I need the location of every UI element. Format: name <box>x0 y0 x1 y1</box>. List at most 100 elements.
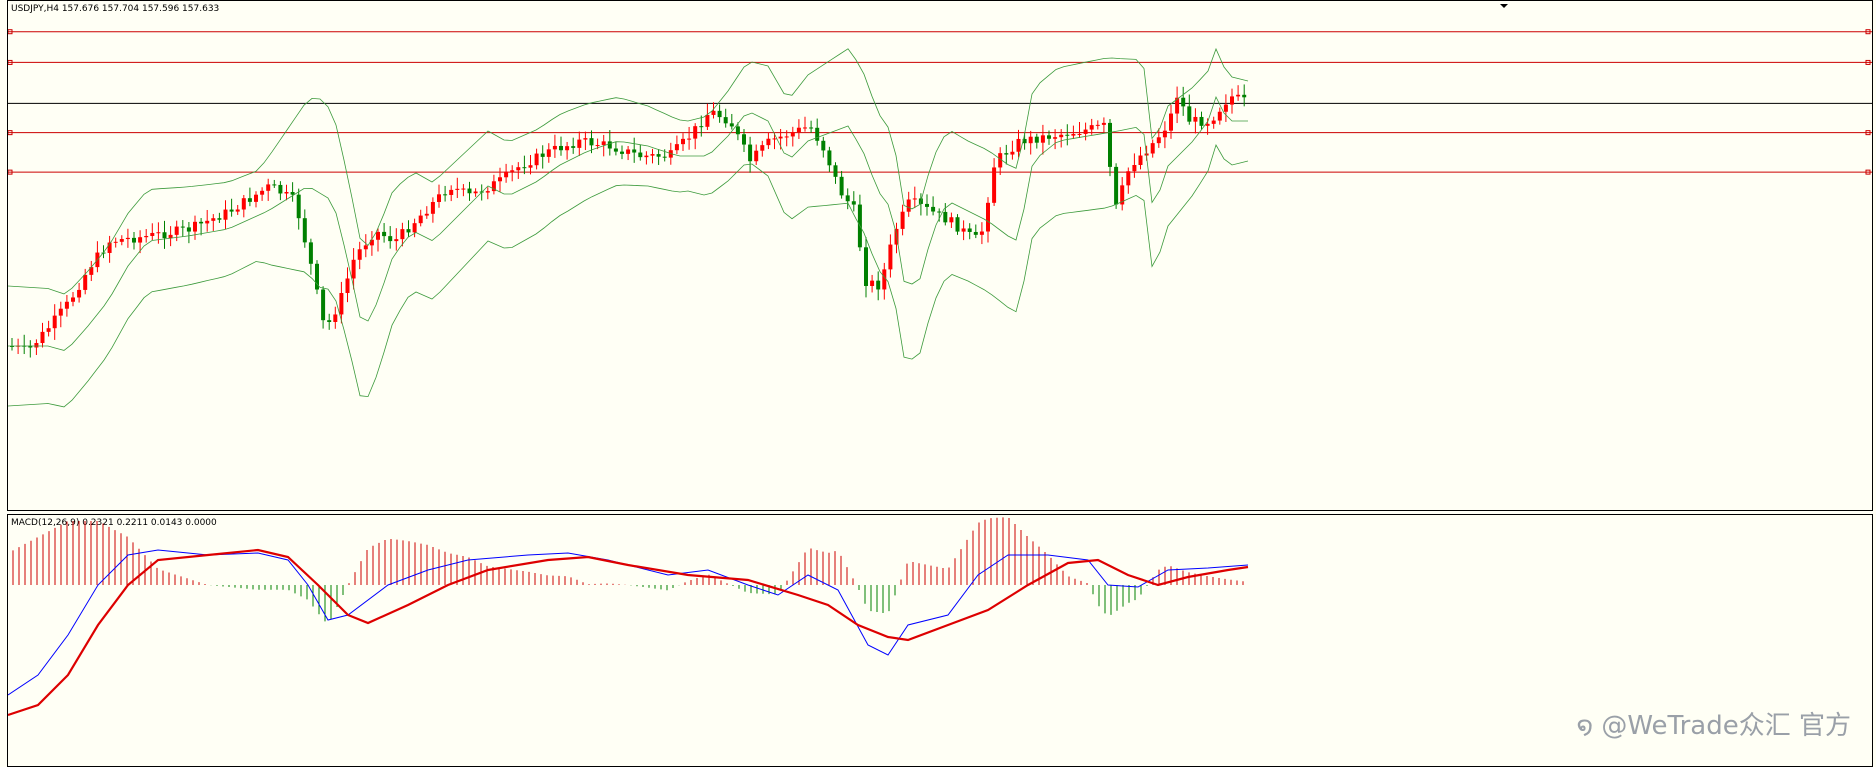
candle-body <box>1199 116 1204 126</box>
candle-body <box>729 123 734 127</box>
candle-body <box>864 247 868 286</box>
candle-body <box>1120 185 1125 205</box>
candle-body <box>815 127 820 141</box>
candle-body <box>58 308 63 316</box>
macd-panel[interactable]: MACD(12,26,9) 0.2321 0.2211 0.0143 0.000… <box>7 514 1873 767</box>
candle-body <box>46 328 51 332</box>
candle-body <box>833 165 838 177</box>
candle-body <box>302 218 307 243</box>
candle-body <box>467 188 472 194</box>
candle-body <box>589 138 594 146</box>
candle-body <box>1040 135 1045 143</box>
candle-body <box>626 149 631 154</box>
candle-body <box>760 145 765 151</box>
candle-body <box>278 184 283 194</box>
candle-body <box>77 289 82 298</box>
candle-body <box>144 235 149 238</box>
candle-body <box>565 146 570 151</box>
candle-body <box>778 136 783 139</box>
candle-body <box>705 114 710 127</box>
candle-body <box>620 151 624 154</box>
candle-body <box>430 201 435 214</box>
candle-body <box>821 140 826 151</box>
candle-body <box>827 150 832 166</box>
candle-body <box>656 154 661 157</box>
candle-body <box>449 189 454 195</box>
candle-body <box>803 127 807 129</box>
candle-body <box>839 176 844 196</box>
candle-body <box>113 241 118 243</box>
candle-body <box>333 314 338 322</box>
candle-body <box>949 217 954 223</box>
candle-body <box>1187 106 1192 122</box>
candle-body <box>1205 123 1210 126</box>
candle-body <box>613 148 618 152</box>
candle-body <box>998 153 1003 168</box>
candle-body <box>1059 134 1064 138</box>
candle-body <box>418 215 423 224</box>
candle-body <box>1016 138 1021 152</box>
candle-body <box>510 170 515 172</box>
candle-body <box>89 267 94 275</box>
candle-body <box>40 331 45 344</box>
candle-body <box>943 211 948 223</box>
candle-body <box>266 184 271 191</box>
chart-shift-marker <box>1500 4 1508 8</box>
candle-body <box>52 315 57 329</box>
macd-chart[interactable] <box>8 515 1872 766</box>
candle-body <box>119 239 124 242</box>
candle-body <box>662 156 667 158</box>
candle-body <box>809 127 814 129</box>
candle-body <box>491 181 496 192</box>
candle-body <box>870 280 875 286</box>
candle-body <box>992 167 997 203</box>
price-chart-panel[interactable]: USDJPY,H4 157.676 157.704 157.596 157.63… <box>7 0 1873 511</box>
candle-body <box>546 149 551 157</box>
candle-body <box>339 293 344 315</box>
candle-body <box>986 202 990 232</box>
candle-body <box>1047 135 1051 139</box>
candle-body <box>394 239 399 242</box>
signal-line <box>8 548 1249 717</box>
candle-body <box>1108 122 1112 167</box>
candle-body <box>174 226 179 235</box>
candle-body <box>912 198 917 200</box>
candle-body <box>766 138 771 146</box>
candle-body <box>748 144 753 162</box>
candle-body <box>644 155 649 158</box>
candle-body <box>906 199 911 212</box>
price-chart[interactable] <box>8 1 1872 510</box>
candle-body <box>961 228 966 232</box>
candle-body <box>412 223 417 233</box>
candle-body <box>1034 136 1039 143</box>
candle-body <box>327 320 332 322</box>
candle-body <box>138 237 143 243</box>
candle-body <box>1004 153 1009 155</box>
candle-body <box>1175 97 1180 114</box>
candle-body <box>180 226 185 228</box>
candle-body <box>784 136 789 138</box>
candle-body <box>211 218 216 221</box>
candle-body <box>790 132 795 137</box>
candle-body <box>516 167 521 171</box>
candle-body <box>1089 125 1094 130</box>
candle-body <box>571 146 576 148</box>
candle-body <box>876 280 881 290</box>
level-handle <box>1865 130 1871 136</box>
candle-body <box>1242 94 1247 98</box>
candle-body <box>925 203 929 207</box>
candle-body <box>1193 116 1198 122</box>
candle-body <box>321 289 326 321</box>
candle-body <box>1101 122 1106 125</box>
candle-body <box>1083 129 1088 134</box>
candle-body <box>559 145 563 151</box>
candle-body <box>162 232 167 239</box>
candle-body <box>1150 143 1155 154</box>
candle-body <box>1223 104 1228 112</box>
candle-body <box>888 244 893 270</box>
candle-body <box>382 231 387 237</box>
candle-body <box>107 242 112 253</box>
candle-body <box>735 126 740 135</box>
candle-body <box>315 263 319 290</box>
candle-body <box>241 198 246 210</box>
